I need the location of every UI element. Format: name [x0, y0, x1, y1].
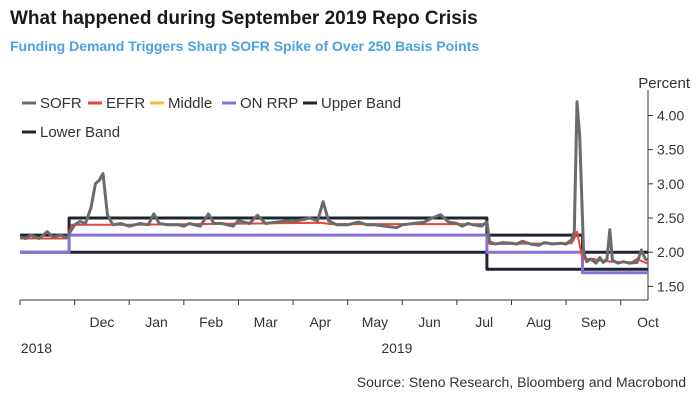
y-tick-label: 4.00: [657, 108, 684, 124]
legend-label-effr: EFFR: [106, 95, 145, 112]
x-tick-label: Dec: [89, 314, 114, 330]
x-tick-label: Apr: [309, 314, 331, 330]
legend-label-upper-band: Upper Band: [321, 95, 401, 112]
x-tick-label: Jul: [475, 314, 493, 330]
y-tick-label: 1.50: [657, 278, 684, 294]
x-tick-label: Sep: [581, 314, 606, 330]
y-tick-label: 3.50: [657, 142, 684, 158]
x-tick-label: Oct: [637, 314, 659, 330]
series-line-effr: [20, 221, 648, 265]
x-tick-label: Feb: [199, 314, 223, 330]
y-tick-label: 3.00: [657, 176, 684, 192]
x-tick-label: Aug: [526, 314, 551, 330]
legend-label-middle: Middle: [168, 95, 212, 112]
y-tick-label: 2.00: [657, 244, 684, 260]
y-tick-label: 2.50: [657, 210, 684, 226]
legend-label-lower-band: Lower Band: [40, 124, 120, 141]
series-line-on-rrp: [20, 233, 648, 275]
chart-subtitle: Funding Demand Triggers Sharp SOFR Spike…: [10, 38, 480, 54]
x-tick-label: Mar: [254, 314, 278, 330]
x-tick-label: Jan: [145, 314, 168, 330]
source-note: Source: Steno Research, Bloomberg and Ma…: [356, 374, 686, 390]
legend-label-sofr: SOFR: [40, 95, 82, 112]
x-year-label: 2019: [381, 340, 412, 356]
y-axis-unit: Percent: [638, 75, 691, 92]
x-year-label: 2018: [21, 340, 52, 356]
series-line-lower-band: [20, 250, 648, 271]
series-line-sofr: [20, 100, 648, 265]
x-tick-label: Jun: [418, 314, 441, 330]
x-tick-label: May: [362, 314, 388, 330]
legend-label-on-rrp: ON RRP: [240, 95, 298, 112]
chart-title: What happened during September 2019 Repo…: [10, 8, 478, 29]
